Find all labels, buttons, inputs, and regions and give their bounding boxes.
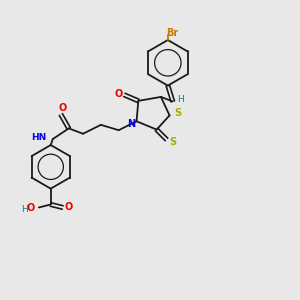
Text: O: O (64, 202, 73, 212)
Text: H: H (177, 95, 184, 104)
Text: O: O (114, 89, 123, 99)
Text: H: H (21, 205, 28, 214)
Text: O: O (59, 103, 67, 112)
Text: S: S (169, 137, 176, 148)
Text: S: S (174, 109, 181, 118)
Text: HN: HN (32, 133, 47, 142)
Text: O: O (27, 203, 35, 214)
Text: Br: Br (166, 28, 178, 38)
Text: N: N (128, 119, 136, 129)
